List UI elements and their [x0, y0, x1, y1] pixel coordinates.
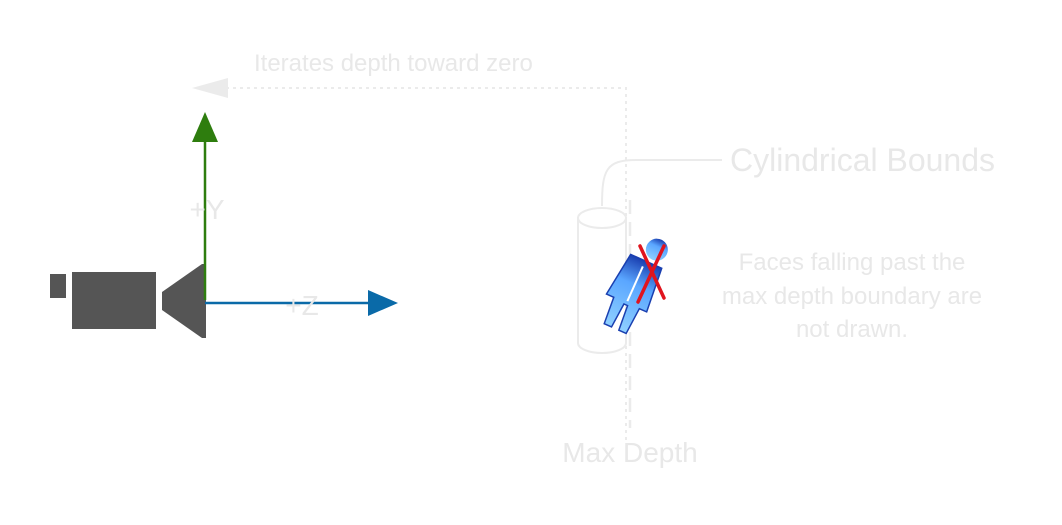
cylindrical-bounds-label: Cylindrical Bounds: [730, 142, 995, 178]
faces-note-line-2: max depth boundary are: [722, 283, 982, 310]
y-axis-label: +Y: [189, 194, 224, 225]
y-axis: [192, 112, 218, 300]
iterate-arrowhead: [192, 78, 228, 98]
max-depth-label: Max Depth: [562, 437, 697, 468]
z-axis-label: +Z: [285, 290, 318, 321]
figure-head: [645, 238, 668, 261]
faces-note-line-1: Faces falling past the: [739, 249, 966, 276]
camera-reel: [50, 274, 66, 298]
iterate-arrow: [192, 78, 627, 440]
camera-lens: [162, 264, 206, 338]
z-axis: [205, 290, 398, 316]
y-axis-arrowhead: [192, 112, 218, 142]
figure-body: [603, 253, 663, 335]
camera-body: [72, 272, 156, 329]
video-camera-icon: [50, 264, 206, 338]
z-axis-arrowhead: [368, 290, 398, 316]
cylinder-top: [577, 207, 627, 229]
cylinder-callout-line: [601, 159, 722, 207]
faces-note: Faces falling past the max depth boundar…: [722, 249, 982, 343]
figure-highlight: [626, 266, 644, 302]
faces-note-line-3: not drawn.: [796, 316, 908, 343]
person-figure-icon: [603, 238, 668, 335]
iterates-label: Iterates depth toward zero: [254, 50, 533, 77]
cylinder-bottom: [577, 342, 627, 354]
iterate-arrow-line: [228, 87, 627, 440]
red-x-icon: [636, 244, 666, 304]
